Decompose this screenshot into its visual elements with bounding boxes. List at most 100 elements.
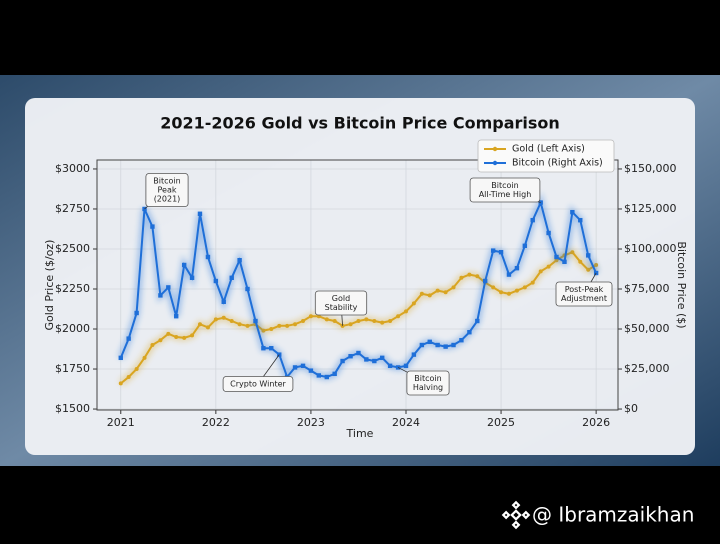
y-tick-label: $3000 — [55, 162, 90, 175]
annotation-text: Post-Peak — [565, 285, 604, 294]
point — [562, 259, 567, 264]
point — [229, 275, 234, 280]
y2-tick-label: $100,000 — [624, 242, 677, 255]
point — [158, 338, 163, 343]
y2-tick-label: $25,000 — [624, 362, 670, 375]
point — [586, 253, 591, 258]
point — [372, 319, 377, 324]
annotation-box — [222, 376, 294, 392]
point — [506, 291, 511, 296]
point — [380, 320, 385, 325]
point — [482, 278, 488, 284]
annotation-text: Peak — [158, 186, 177, 195]
point — [261, 328, 266, 333]
point — [475, 274, 480, 279]
point — [261, 346, 266, 351]
point — [269, 346, 274, 351]
point — [308, 368, 314, 373]
point — [205, 325, 210, 330]
y2-tick-label: $50,000 — [624, 322, 670, 335]
point — [522, 285, 527, 290]
point — [435, 342, 440, 348]
legend-label: Bitcoin (Right Axis) — [512, 158, 603, 169]
point — [578, 259, 583, 264]
point — [300, 363, 306, 369]
point — [245, 323, 250, 328]
point — [451, 342, 456, 348]
y2-tick-label: $150,000 — [624, 162, 677, 175]
y-tick-label: $2250 — [55, 282, 90, 295]
annotation-box — [406, 370, 450, 396]
point — [253, 318, 258, 324]
annotation-text: Crypto Winter — [230, 380, 286, 389]
point — [514, 265, 520, 271]
point — [364, 357, 369, 362]
point — [150, 224, 155, 229]
point — [356, 350, 361, 356]
point — [356, 319, 361, 324]
x-tick-label: 2022 — [202, 416, 230, 429]
watermark: @ Ibramzaikhan — [501, 500, 694, 530]
annotation-box — [469, 177, 541, 203]
point — [403, 309, 408, 314]
point — [118, 381, 123, 386]
point — [443, 290, 448, 295]
legend-label: Gold (Left Axis) — [512, 144, 585, 155]
plot-frame — [96, 159, 619, 411]
point — [126, 375, 131, 380]
point — [499, 290, 504, 295]
y2-tick-label: $75,000 — [624, 282, 670, 295]
point — [396, 314, 401, 319]
point — [308, 314, 313, 319]
point — [427, 339, 432, 345]
point — [205, 254, 211, 260]
point — [174, 335, 179, 340]
x-tick-label: 2021 — [107, 416, 135, 429]
point — [150, 343, 155, 348]
point — [213, 317, 218, 322]
y-tick-label: $1500 — [55, 402, 90, 415]
point — [411, 352, 417, 357]
legend-marker — [492, 146, 498, 152]
point — [348, 322, 353, 327]
point — [197, 211, 203, 216]
point — [237, 322, 242, 327]
x-tick-label: 2023 — [297, 416, 325, 429]
point — [538, 200, 543, 205]
point — [324, 317, 329, 322]
annotation-text: Bitcoin — [414, 374, 441, 383]
point — [142, 355, 147, 360]
point — [459, 338, 464, 343]
annotation-box — [314, 290, 368, 316]
point — [388, 319, 393, 324]
point — [419, 342, 425, 348]
point — [134, 367, 139, 372]
chart-title: 2021-2026 Gold vs Bitcoin Price Comparis… — [160, 114, 560, 133]
point — [570, 209, 575, 215]
y2-tick-label: $125,000 — [624, 202, 677, 215]
point — [316, 373, 322, 378]
point — [467, 272, 472, 277]
point — [269, 327, 274, 332]
point — [229, 319, 234, 324]
point — [277, 352, 282, 357]
point — [126, 336, 131, 341]
point — [506, 272, 512, 277]
point — [213, 278, 219, 284]
point — [332, 371, 337, 377]
point — [173, 314, 179, 319]
x-tick-label: 2025 — [487, 416, 515, 429]
point — [554, 254, 559, 260]
annotation-text: (2021) — [154, 195, 181, 204]
point — [237, 257, 242, 263]
point — [546, 264, 551, 269]
point — [578, 217, 583, 223]
point — [459, 275, 464, 280]
point — [475, 318, 480, 324]
point — [134, 310, 139, 316]
y-tick-label: $2000 — [55, 322, 90, 335]
point — [538, 269, 543, 274]
point — [182, 335, 187, 340]
annotation-text: All-Time High — [479, 190, 532, 199]
point — [586, 267, 591, 272]
